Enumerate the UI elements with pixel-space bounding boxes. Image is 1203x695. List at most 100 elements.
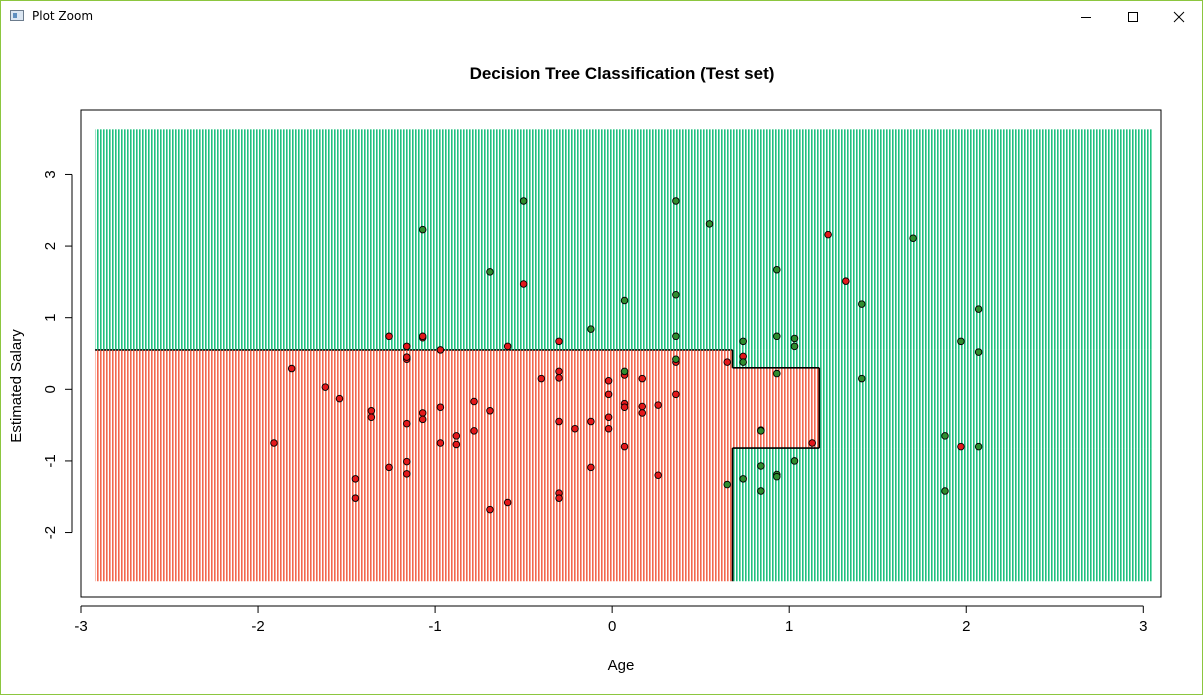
chart-title: Decision Tree Classification (Test set) bbox=[470, 64, 775, 83]
data-point-class-1 bbox=[672, 355, 680, 363]
data-point-class-0 bbox=[403, 353, 411, 361]
data-point-class-1 bbox=[519, 197, 528, 205]
data-point-class-1 bbox=[672, 332, 680, 341]
data-point-class-0 bbox=[335, 394, 344, 403]
y-tick-label: -1 bbox=[42, 454, 59, 467]
x-tick-label: 3 bbox=[1139, 618, 1147, 635]
data-point-class-0 bbox=[638, 409, 646, 417]
y-tick-label: -2 bbox=[42, 526, 59, 539]
x-tick-label: 1 bbox=[785, 618, 793, 635]
data-point-class-1 bbox=[739, 358, 747, 366]
region-class-1 bbox=[95, 129, 1153, 350]
region-class-1 bbox=[732, 448, 1153, 582]
data-point-class-0 bbox=[367, 413, 376, 421]
data-point-class-0 bbox=[638, 402, 646, 411]
data-point-class-1 bbox=[773, 265, 781, 274]
data-point-class-0 bbox=[486, 505, 494, 514]
data-point-class-1 bbox=[790, 457, 799, 465]
region-class-0 bbox=[732, 367, 820, 449]
data-point-class-1 bbox=[739, 337, 747, 346]
data-point-class-1 bbox=[773, 472, 781, 481]
data-point-class-1 bbox=[620, 296, 629, 305]
data-point-class-1 bbox=[723, 480, 731, 489]
plot-area: Decision Tree Classification (Test set) … bbox=[1, 32, 1202, 694]
minimize-icon bbox=[1081, 16, 1091, 18]
data-point-class-0 bbox=[470, 427, 478, 435]
y-axis: -2 -1 0 1 2 3 bbox=[42, 170, 73, 539]
data-point-class-0 bbox=[842, 277, 850, 285]
data-point-class-0 bbox=[654, 401, 662, 409]
data-point-class-0 bbox=[403, 419, 411, 428]
data-point-class-0 bbox=[672, 390, 680, 399]
x-axis: -3 -2 -1 0 1 2 3 bbox=[74, 605, 1147, 635]
window-title: Plot Zoom bbox=[32, 9, 94, 23]
data-point-class-0 bbox=[503, 342, 512, 351]
data-point-class-0 bbox=[555, 367, 563, 376]
data-point-class-0 bbox=[403, 342, 411, 351]
data-point-class-1 bbox=[941, 432, 949, 440]
decision-tree-chart: Decision Tree Classification (Test set) … bbox=[8, 64, 1162, 674]
data-point-class-1 bbox=[705, 220, 714, 228]
y-tick-label: 1 bbox=[42, 314, 59, 322]
data-point-class-0 bbox=[321, 383, 330, 391]
decision-regions bbox=[95, 129, 1153, 582]
data-point-class-1 bbox=[486, 268, 494, 276]
x-tick-label: 0 bbox=[608, 618, 616, 635]
data-point-class-1 bbox=[620, 367, 629, 376]
data-point-class-1 bbox=[757, 462, 765, 470]
data-point-class-0 bbox=[604, 390, 613, 399]
data-point-class-1 bbox=[773, 369, 781, 378]
data-point-class-0 bbox=[604, 376, 613, 385]
data-point-class-1 bbox=[858, 374, 866, 383]
minimize-button[interactable] bbox=[1063, 1, 1109, 32]
maximize-icon bbox=[1128, 11, 1138, 22]
data-point-class-0 bbox=[418, 409, 427, 417]
data-point-class-1 bbox=[790, 342, 799, 351]
plot-window-icon bbox=[10, 10, 24, 21]
data-point-class-0 bbox=[654, 471, 662, 480]
data-point-class-0 bbox=[503, 498, 512, 507]
title-bar[interactable]: Plot Zoom bbox=[1, 1, 1202, 32]
data-point-class-0 bbox=[385, 463, 393, 472]
data-point-class-1 bbox=[672, 197, 680, 205]
data-point-class-0 bbox=[403, 457, 411, 466]
data-point-class-1 bbox=[941, 487, 949, 495]
data-point-class-0 bbox=[571, 424, 579, 433]
data-point-class-0 bbox=[287, 364, 296, 373]
y-tick-label: 2 bbox=[42, 242, 59, 250]
data-point-class-0 bbox=[638, 374, 646, 383]
plot-frame bbox=[80, 109, 1162, 598]
data-point-class-0 bbox=[620, 442, 629, 451]
x-axis-label: Age bbox=[608, 657, 635, 674]
data-point-class-0 bbox=[486, 407, 494, 415]
close-button[interactable] bbox=[1156, 1, 1202, 32]
y-axis-label: Estimated Salary bbox=[8, 329, 25, 443]
data-point-class-0 bbox=[537, 374, 546, 383]
data-point-class-0 bbox=[351, 494, 360, 502]
data-point-class-0 bbox=[555, 374, 563, 382]
data-point-class-0 bbox=[270, 439, 278, 447]
data-point-class-0 bbox=[587, 463, 595, 472]
data-point-class-1 bbox=[909, 234, 917, 242]
data-point-class-0 bbox=[587, 417, 595, 426]
data-point-class-0 bbox=[436, 346, 445, 354]
data-point-class-0 bbox=[436, 439, 445, 447]
data-point-class-0 bbox=[452, 432, 461, 440]
decision-boundary bbox=[95, 349, 821, 582]
data-point-class-1 bbox=[672, 291, 680, 299]
y-tick-label: 0 bbox=[42, 385, 59, 393]
data-point-class-0 bbox=[403, 470, 411, 478]
data-point-class-1 bbox=[974, 348, 983, 356]
data-point-class-1 bbox=[790, 334, 799, 343]
data-point-class-1 bbox=[858, 300, 866, 308]
data-point-class-1 bbox=[739, 475, 747, 483]
x-tick-label: 2 bbox=[962, 618, 970, 635]
data-point-class-0 bbox=[351, 475, 360, 483]
maximize-button[interactable] bbox=[1110, 1, 1156, 32]
y-tick-label: 3 bbox=[42, 170, 59, 178]
region-class-1 bbox=[732, 349, 820, 368]
x-tick-label: -3 bbox=[74, 618, 87, 635]
data-point-class-1 bbox=[757, 487, 765, 495]
data-point-class-0 bbox=[824, 230, 832, 239]
